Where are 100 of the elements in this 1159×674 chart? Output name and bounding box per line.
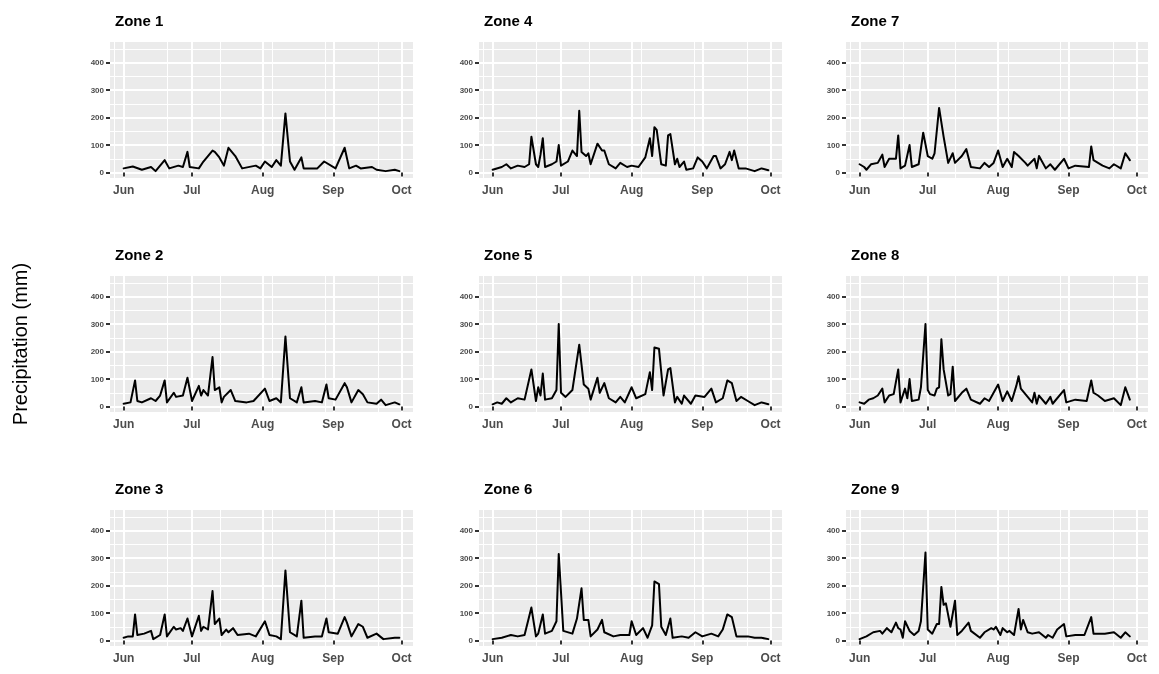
y-axis-title: Precipitation (mm) bbox=[9, 262, 31, 426]
y-tick-label: 200 bbox=[459, 113, 474, 123]
y-tick-label: 300 bbox=[826, 85, 841, 95]
x-tick-label: Aug bbox=[619, 651, 644, 665]
line-series bbox=[858, 551, 1131, 641]
x-tick-label: Jun bbox=[113, 183, 135, 197]
y-tick-label: 0 bbox=[835, 168, 841, 178]
y-tick-label: 100 bbox=[459, 608, 474, 618]
y-tick-label: 400 bbox=[90, 292, 105, 302]
y-tick-label: 200 bbox=[826, 347, 841, 357]
x-tick-label: Oct bbox=[1126, 183, 1147, 197]
y-tick-label: 200 bbox=[826, 113, 841, 123]
x-tick-label: Jul bbox=[552, 651, 570, 665]
x-tick-label: Jun bbox=[113, 651, 135, 665]
y-tick-label: 100 bbox=[826, 374, 841, 384]
chart-title: Zone 4 bbox=[484, 12, 533, 29]
x-tick-label: Sep bbox=[691, 651, 714, 665]
x-tick-label: Aug bbox=[619, 417, 644, 431]
y-tick-label: 400 bbox=[90, 58, 105, 68]
x-tick-label: Oct bbox=[391, 183, 412, 197]
x-tick-label: Jun bbox=[848, 417, 871, 431]
y-tick-label: 200 bbox=[826, 581, 841, 591]
y-tick-label: 400 bbox=[459, 526, 474, 536]
y-tick-label: 0 bbox=[99, 402, 105, 412]
x-tick-label: Sep bbox=[1057, 183, 1080, 197]
x-tick-label: Aug bbox=[986, 417, 1010, 431]
y-tick-label: 100 bbox=[90, 608, 105, 618]
x-tick-label: Aug bbox=[250, 183, 275, 197]
x-tick-label: Jul bbox=[919, 651, 937, 665]
chart-title: Zone 7 bbox=[851, 12, 900, 29]
y-tick-label: 300 bbox=[459, 319, 474, 329]
x-tick-label: Sep bbox=[322, 417, 345, 431]
chart-title: Zone 1 bbox=[115, 12, 164, 29]
y-tick-label: 200 bbox=[459, 581, 474, 591]
y-tick-label: 400 bbox=[459, 58, 474, 68]
y-tick-label: 0 bbox=[468, 402, 474, 412]
y-tick-label: 0 bbox=[468, 168, 474, 178]
x-tick-label: Aug bbox=[986, 651, 1010, 665]
x-tick-label: Oct bbox=[391, 651, 412, 665]
x-tick-label: Jun bbox=[482, 651, 504, 665]
chart-title: Zone 8 bbox=[851, 246, 900, 263]
y-tick-label: 200 bbox=[90, 581, 105, 591]
x-tick-label: Jun bbox=[848, 651, 871, 665]
x-tick-label: Sep bbox=[322, 183, 345, 197]
x-tick-label: Jul bbox=[183, 183, 201, 197]
x-tick-label: Jul bbox=[919, 417, 937, 431]
y-tick-label: 400 bbox=[826, 58, 841, 68]
y-tick-label: 100 bbox=[90, 374, 105, 384]
x-tick-label: Jun bbox=[482, 417, 504, 431]
y-tick-label: 200 bbox=[459, 347, 474, 357]
line-series bbox=[491, 109, 770, 173]
x-tick-label: Oct bbox=[391, 417, 412, 431]
x-tick-label: Aug bbox=[619, 183, 644, 197]
x-tick-label: Oct bbox=[1126, 651, 1147, 665]
y-tick-label: 0 bbox=[468, 636, 474, 646]
y-tick-label: 0 bbox=[99, 636, 105, 646]
y-tick-label: 300 bbox=[459, 553, 474, 563]
x-tick-label: Sep bbox=[322, 651, 345, 665]
y-tick-label: 400 bbox=[826, 292, 841, 302]
line-series bbox=[858, 106, 1131, 171]
x-tick-label: Jul bbox=[183, 651, 201, 665]
chart-title: Zone 2 bbox=[115, 246, 164, 263]
x-tick-label: Sep bbox=[1057, 651, 1080, 665]
x-tick-label: Oct bbox=[760, 417, 781, 431]
line-series bbox=[858, 323, 1131, 407]
y-tick-label: 400 bbox=[459, 292, 474, 302]
y-tick-label: 300 bbox=[826, 553, 841, 563]
x-tick-label: Aug bbox=[250, 417, 275, 431]
y-tick-label: 300 bbox=[90, 553, 105, 563]
y-tick-label: 400 bbox=[826, 526, 841, 536]
y-tick-label: 400 bbox=[90, 526, 105, 536]
x-tick-label: Sep bbox=[1057, 417, 1080, 431]
y-tick-label: 0 bbox=[835, 636, 841, 646]
x-tick-label: Oct bbox=[760, 183, 781, 197]
y-tick-label: 300 bbox=[459, 85, 474, 95]
x-tick-label: Jun bbox=[113, 417, 135, 431]
y-tick-label: 0 bbox=[835, 402, 841, 412]
x-tick-label: Aug bbox=[250, 651, 275, 665]
x-tick-label: Jul bbox=[919, 183, 937, 197]
x-tick-label: Jul bbox=[183, 417, 201, 431]
chart-title: Zone 6 bbox=[484, 480, 533, 497]
chart-title: Zone 3 bbox=[115, 480, 164, 497]
line-series bbox=[491, 323, 770, 407]
x-tick-label: Jun bbox=[848, 183, 871, 197]
y-tick-label: 200 bbox=[90, 347, 105, 357]
line-series bbox=[491, 552, 770, 641]
x-tick-label: Oct bbox=[760, 651, 781, 665]
x-tick-label: Oct bbox=[1126, 417, 1147, 431]
x-tick-label: Jul bbox=[552, 183, 570, 197]
y-tick-label: 100 bbox=[459, 140, 474, 150]
y-tick-label: 200 bbox=[90, 113, 105, 123]
x-tick-label: Aug bbox=[986, 183, 1010, 197]
x-tick-label: Jun bbox=[482, 183, 504, 197]
chart-title: Zone 5 bbox=[484, 246, 533, 263]
y-tick-label: 0 bbox=[99, 168, 105, 178]
chart-title: Zone 9 bbox=[851, 480, 900, 497]
x-tick-label: Sep bbox=[691, 417, 714, 431]
line-series bbox=[122, 112, 401, 173]
y-tick-label: 300 bbox=[826, 319, 841, 329]
line-series bbox=[122, 335, 401, 407]
